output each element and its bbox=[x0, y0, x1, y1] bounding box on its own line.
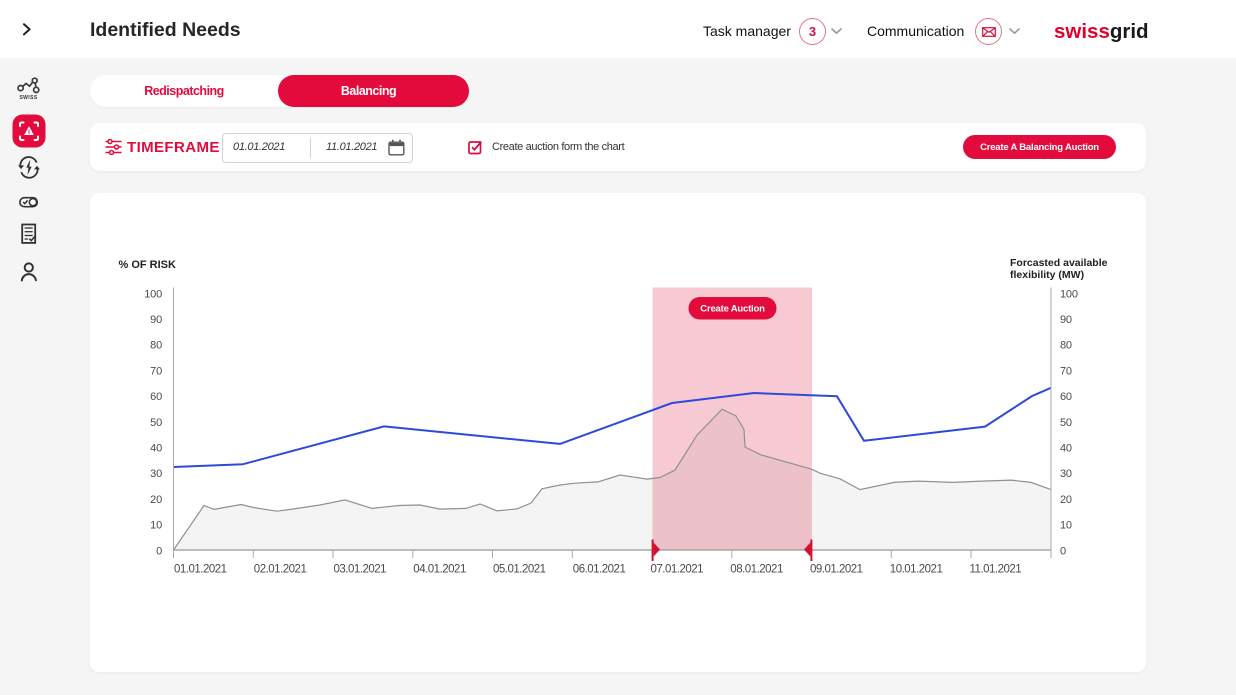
svg-text:70: 70 bbox=[1060, 365, 1072, 377]
svg-text:30: 30 bbox=[150, 468, 162, 480]
svg-text:100: 100 bbox=[144, 288, 162, 300]
svg-text:60: 60 bbox=[150, 391, 162, 403]
svg-text:flexibility (MW): flexibility (MW) bbox=[1010, 269, 1084, 281]
svg-text:50: 50 bbox=[1060, 417, 1072, 429]
svg-text:07.01.2021: 07.01.2021 bbox=[651, 564, 704, 576]
svg-text:40: 40 bbox=[150, 443, 162, 455]
svg-text:% OF RISK: % OF RISK bbox=[119, 259, 177, 271]
svg-text:06.01.2021: 06.01.2021 bbox=[573, 564, 626, 576]
svg-text:08.01.2021: 08.01.2021 bbox=[730, 564, 783, 576]
svg-text:90: 90 bbox=[1060, 314, 1072, 326]
svg-text:10.01.2021: 10.01.2021 bbox=[890, 564, 943, 576]
svg-text:50: 50 bbox=[150, 417, 162, 429]
svg-text:40: 40 bbox=[1060, 443, 1072, 455]
svg-text:20: 20 bbox=[1060, 494, 1072, 506]
svg-text:05.01.2021: 05.01.2021 bbox=[493, 564, 546, 576]
svg-text:09.01.2021: 09.01.2021 bbox=[810, 564, 863, 576]
svg-text:10: 10 bbox=[1060, 520, 1072, 532]
svg-text:60: 60 bbox=[1060, 391, 1072, 403]
svg-text:Create Auction: Create Auction bbox=[700, 304, 765, 315]
svg-text:70: 70 bbox=[150, 365, 162, 377]
svg-text:90: 90 bbox=[150, 314, 162, 326]
svg-text:0: 0 bbox=[1060, 545, 1066, 557]
svg-text:03.01.2021: 03.01.2021 bbox=[334, 564, 387, 576]
svg-text:80: 80 bbox=[150, 340, 162, 352]
svg-text:10: 10 bbox=[150, 520, 162, 532]
svg-text:80: 80 bbox=[1060, 340, 1072, 352]
svg-text:11.01.2021: 11.01.2021 bbox=[970, 564, 1022, 576]
svg-text:04.01.2021: 04.01.2021 bbox=[413, 564, 466, 576]
svg-text:Forcasted available: Forcasted available bbox=[1010, 257, 1108, 269]
svg-text:02.01.2021: 02.01.2021 bbox=[254, 564, 307, 576]
svg-text:20: 20 bbox=[150, 494, 162, 506]
svg-text:100: 100 bbox=[1060, 288, 1078, 300]
svg-text:0: 0 bbox=[156, 545, 162, 557]
svg-text:30: 30 bbox=[1060, 468, 1072, 480]
svg-text:01.01.2021: 01.01.2021 bbox=[174, 564, 227, 576]
